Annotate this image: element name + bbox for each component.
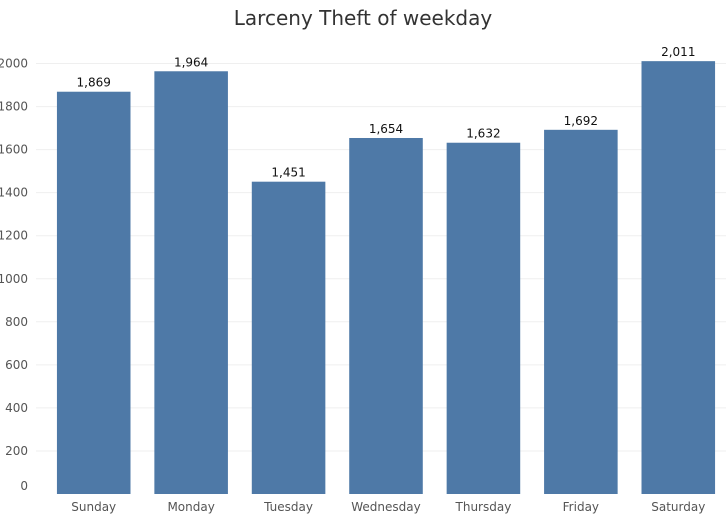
- bar-friday: [544, 129, 618, 494]
- data-label: 1,964: [174, 55, 208, 69]
- x-axis-labels: Sunday Monday Tuesday Wednesday Thursday Frid…: [71, 500, 705, 514]
- y-tick-label: 400: [5, 401, 28, 415]
- bar-wednesday: [349, 137, 423, 494]
- x-tick-label: Friday: [563, 500, 599, 514]
- y-tick-label: 1000: [0, 272, 28, 286]
- bars: [56, 61, 716, 495]
- y-tick-label: 1800: [0, 100, 28, 114]
- data-label: 1,632: [466, 127, 500, 141]
- bar-tuesday: [251, 181, 326, 495]
- y-tick-label: 1600: [0, 143, 28, 157]
- data-label: 1,869: [77, 76, 111, 90]
- bar-saturday: [641, 61, 716, 494]
- y-tick-label: 1200: [0, 229, 28, 243]
- x-tick-label: Sunday: [71, 500, 116, 514]
- chart-title: Larceny Theft of weekday: [233, 6, 493, 30]
- y-axis-ticks: 0 200 400 600 800 1000 1200 1400 1600 1800 2000: [0, 57, 28, 493]
- bar-thursday: [446, 142, 521, 494]
- data-label: 1,692: [564, 114, 598, 128]
- data-label: 1,451: [271, 166, 305, 180]
- bar-monday: [154, 71, 228, 494]
- x-tick-label: Monday: [167, 500, 214, 514]
- y-tick-label: 2000: [0, 57, 28, 71]
- y-tick-label: 200: [5, 444, 28, 458]
- y-tick-label: 1400: [0, 186, 28, 200]
- data-labels: 1,869 1,964 1,451 1,654 1,632 1,692 2,011: [77, 45, 696, 180]
- y-tick-label: 0: [20, 479, 28, 493]
- data-label: 2,011: [661, 45, 695, 59]
- x-tick-label: Saturday: [651, 500, 705, 514]
- y-tick-label: 800: [5, 315, 28, 329]
- x-tick-label: Wednesday: [351, 500, 420, 514]
- data-label: 1,654: [369, 122, 403, 136]
- x-tick-label: Thursday: [455, 500, 512, 514]
- y-tick-label: 600: [5, 358, 28, 372]
- x-tick-label: Tuesday: [263, 500, 313, 514]
- bar-sunday: [56, 91, 131, 494]
